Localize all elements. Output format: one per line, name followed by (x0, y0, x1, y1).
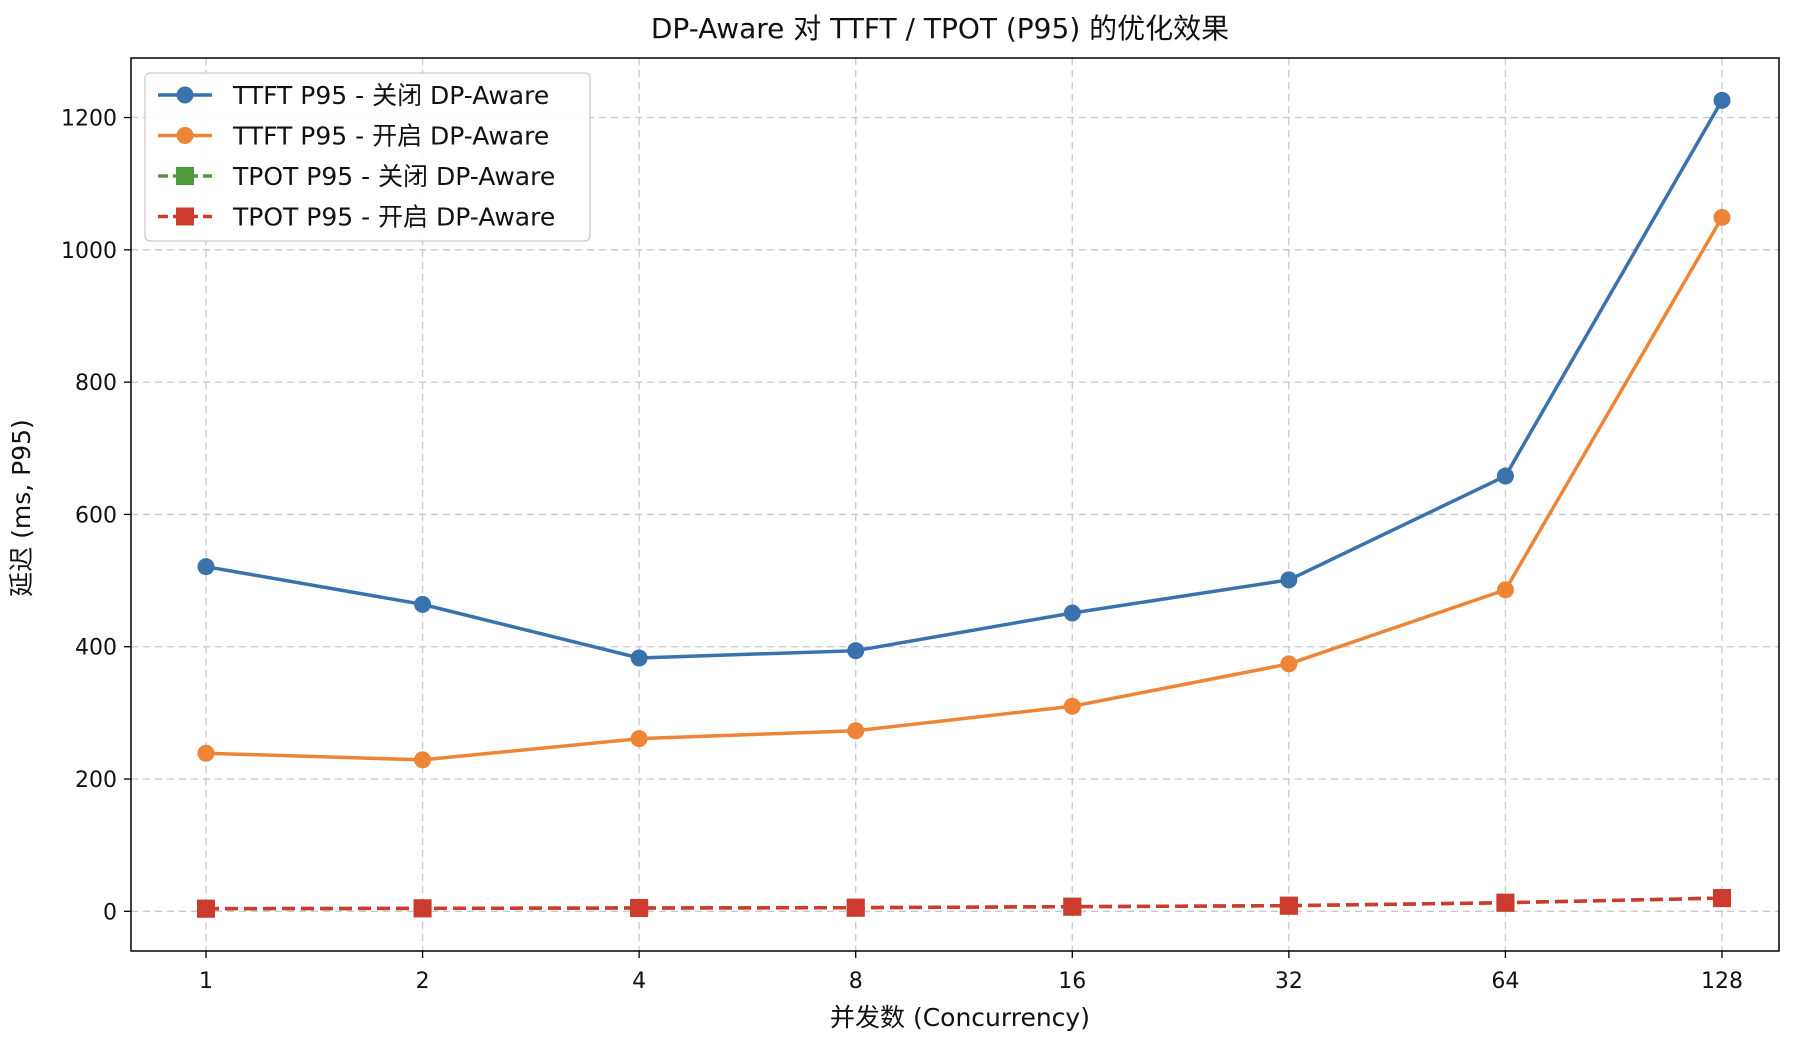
legend-marker (176, 127, 194, 144)
data-point-circle (414, 595, 432, 613)
series-line (205, 216, 1724, 762)
data-point-circle (1496, 581, 1514, 599)
data-point-circle (1280, 571, 1298, 589)
x-tick-label: 1 (199, 969, 213, 994)
grid-lines (131, 58, 1779, 951)
data-point-square (1279, 896, 1298, 915)
legend-entry: TPOT P95 - 关闭 DP-Aware (158, 162, 555, 191)
data-point-circle (630, 730, 648, 748)
legend: TTFT P95 - 关闭 DP-Aware TTFT P95 - 开启 DP-A… (144, 72, 591, 242)
y-tick-label: 400 (75, 636, 117, 661)
x-tick-label: 64 (1491, 969, 1519, 994)
data-point-square (1063, 897, 1082, 916)
x-tick-label: 128 (1701, 969, 1743, 994)
data-point-circle (1280, 655, 1298, 673)
data-point-circle (414, 751, 432, 769)
series-line (205, 896, 1723, 911)
data-point-circle (1713, 208, 1731, 226)
axis-ticks: 1 2 4 8 16 32 64 128 0 200 400 600 800 1000 1200 (61, 107, 1743, 994)
legend-marker (176, 86, 194, 104)
data-point-square (1713, 889, 1731, 908)
legend-entry: TTFT P95 - 关闭 DP-Aware (158, 81, 549, 110)
legend-marker (176, 207, 194, 226)
legend-box (144, 72, 591, 242)
data-point-circle (1063, 604, 1081, 622)
data-point-circle (197, 744, 215, 762)
x-tick-label: 16 (1058, 969, 1086, 994)
series-line (205, 99, 1724, 660)
legend-label: TTFT P95 - 关闭 DP-Aware (232, 81, 549, 110)
data-point-circle (847, 722, 865, 740)
data-point-square (197, 899, 215, 918)
series-line (205, 896, 1723, 911)
plot-frame (130, 57, 1780, 952)
data-point-square (846, 898, 865, 917)
data-point-circle (1713, 91, 1731, 109)
y-tick-label: 1200 (61, 107, 117, 132)
series-1 (197, 91, 1731, 667)
x-tick-label: 2 (416, 969, 430, 994)
data-point-circle (1063, 697, 1081, 715)
data-point-square (413, 899, 432, 918)
series-layer (197, 91, 1731, 918)
data-point-circle (630, 649, 648, 667)
data-point-circle (197, 558, 215, 576)
y-tick-label: 800 (75, 371, 117, 396)
data-point-square (630, 899, 649, 918)
legend-label: TTFT P95 - 开启 DP-Aware (232, 122, 549, 151)
legend-label: TPOT P95 - 关闭 DP-Aware (232, 162, 555, 191)
legend-label: TPOT P95 - 开启 DP-Aware (232, 203, 555, 232)
legend-entry: TPOT P95 - 开启 DP-Aware (158, 203, 555, 232)
x-tick-label: 8 (849, 969, 863, 994)
y-tick-label: 200 (75, 768, 117, 793)
legend-marker (176, 167, 194, 185)
series-2 (197, 208, 1731, 769)
x-axis-title: 并发数 (Concurrency) (830, 1003, 1090, 1032)
data-point-circle (1496, 467, 1514, 485)
y-tick-label: 1000 (61, 239, 117, 264)
x-tick-label: 4 (632, 969, 646, 994)
y-tick-label: 0 (103, 900, 117, 925)
data-point-square (1496, 893, 1515, 912)
x-tick-label: 32 (1275, 969, 1303, 994)
series-4 (197, 889, 1731, 918)
y-axis-title: 延迟 (ms, P95) (7, 419, 36, 597)
chart-title: DP-Aware 对 TTFT / TPOT (P95) 的优化效果 (651, 12, 1229, 45)
data-point-circle (847, 642, 865, 660)
y-tick-label: 600 (75, 503, 117, 528)
legend-entry: TTFT P95 - 开启 DP-Aware (158, 122, 549, 151)
